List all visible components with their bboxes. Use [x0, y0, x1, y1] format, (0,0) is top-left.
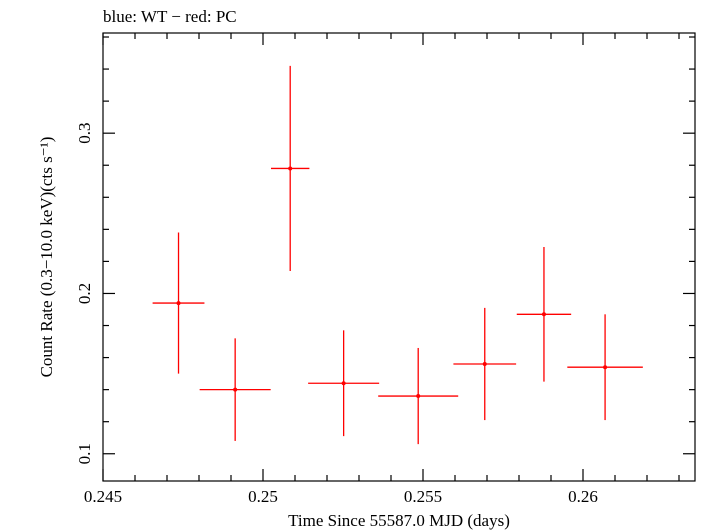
point-marker — [482, 361, 487, 366]
data-point — [152, 232, 205, 374]
axis-ticks: 0.245 0.25 0.255 0.26 0.1 0.2 0.3 — [75, 33, 695, 506]
point-marker — [416, 394, 421, 399]
y-tick-label: 0.2 — [75, 283, 94, 304]
data-point — [308, 330, 380, 437]
chart-title: blue: WT − red: PC — [103, 7, 237, 26]
point-marker — [176, 301, 181, 306]
point-marker — [341, 381, 346, 386]
point-marker — [233, 387, 238, 392]
data-point — [567, 314, 643, 421]
point-marker — [603, 365, 608, 370]
point-marker — [288, 166, 293, 171]
plot-frame — [102, 32, 696, 482]
x-tick-label: 0.255 — [404, 487, 442, 506]
x-tick-label: 0.245 — [84, 487, 122, 506]
point-marker — [541, 312, 546, 317]
data-point — [199, 338, 271, 441]
y-tick-label: 0.3 — [75, 123, 94, 144]
data-point — [271, 65, 310, 272]
x-axis-label: Time Since 55587.0 MJD (days) — [288, 511, 510, 530]
data-point — [516, 246, 572, 382]
y-axis-label: Count Rate (0.3−10.0 keV)(cts s⁻¹) — [37, 137, 56, 378]
x-tick-label: 0.25 — [248, 487, 278, 506]
data-point — [453, 307, 517, 421]
y-tick-label: 0.1 — [75, 443, 94, 464]
data-points — [152, 65, 643, 445]
x-tick-label: 0.26 — [568, 487, 598, 506]
data-point — [378, 347, 459, 445]
